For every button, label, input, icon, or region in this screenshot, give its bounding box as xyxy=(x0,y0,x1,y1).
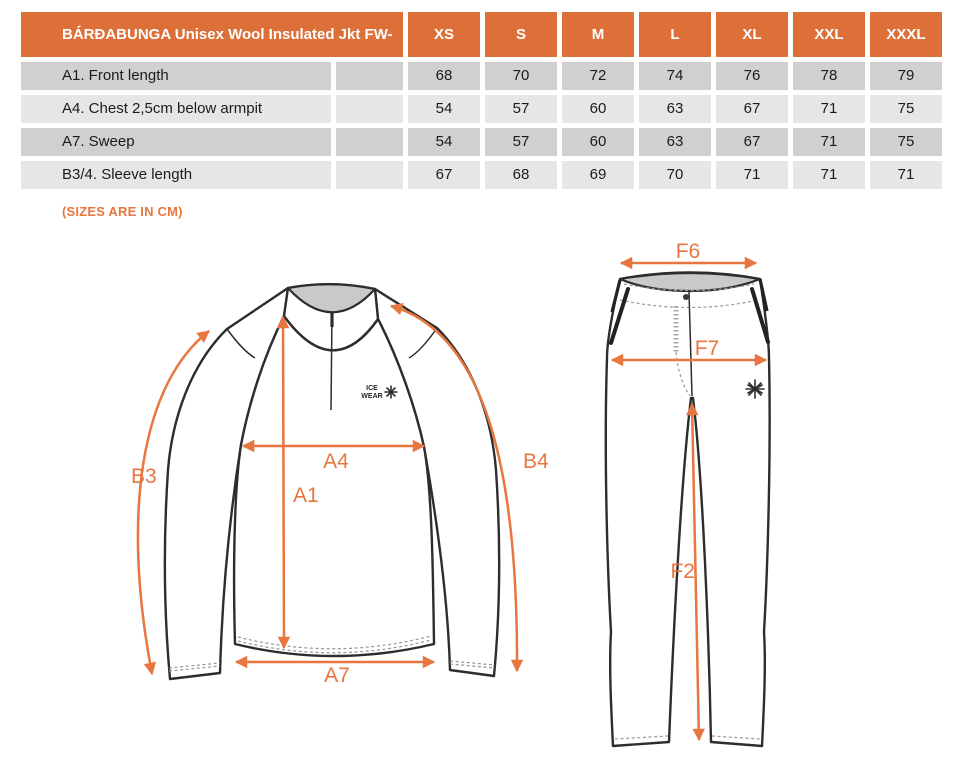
value-cell: 57 xyxy=(485,128,557,156)
row-label: A7. Sweep xyxy=(21,128,331,156)
size-table: BÁRÐABUNGA Unisex Wool Insulated Jkt FW-… xyxy=(21,12,942,189)
value-cell: 75 xyxy=(870,95,942,123)
value-cell: 68 xyxy=(485,161,557,189)
size-col-xl: XL xyxy=(716,12,788,57)
svg-text:ICE: ICE xyxy=(366,385,378,392)
value-cell: 67 xyxy=(716,95,788,123)
a7-label: A7 xyxy=(324,664,350,687)
right-hem-stitch xyxy=(711,735,761,740)
value-cell: 71 xyxy=(793,161,865,189)
value-cell: 76 xyxy=(716,62,788,90)
spacer-cell xyxy=(336,161,403,189)
value-cell: 60 xyxy=(562,95,634,123)
size-col-xs: XS xyxy=(408,12,480,57)
waist-opening xyxy=(618,271,762,293)
f2-label: F2 xyxy=(670,560,695,583)
size-col-m: M xyxy=(562,12,634,57)
center-front-line xyxy=(688,291,693,397)
pants-diagram: F6 F7 F2 xyxy=(604,240,771,748)
spacer-cell xyxy=(336,128,403,156)
a4-label: A4 xyxy=(323,450,349,473)
waist-button xyxy=(683,294,689,300)
value-cell: 70 xyxy=(639,161,711,189)
value-cell: 79 xyxy=(870,62,942,90)
row-label: B3/4. Sleeve length xyxy=(21,161,331,189)
f2-arrow xyxy=(685,402,706,742)
units-note: (SIZES ARE IN CM) xyxy=(62,204,183,219)
b3-label: B3 xyxy=(131,465,157,488)
value-cell: 57 xyxy=(485,95,557,123)
value-cell: 63 xyxy=(639,95,711,123)
a1-label: A1 xyxy=(293,484,319,507)
pants-outline xyxy=(604,271,771,748)
value-cell: 60 xyxy=(562,128,634,156)
f6-label: F6 xyxy=(676,240,701,263)
size-col-s: S xyxy=(485,12,557,57)
a1-arrow xyxy=(276,315,291,650)
value-cell: 78 xyxy=(793,62,865,90)
b3-arrow xyxy=(136,330,210,676)
pants-snowflake-icon xyxy=(745,379,765,399)
value-cell: 69 xyxy=(562,161,634,189)
value-cell: 54 xyxy=(408,95,480,123)
logo-snowflake-icon xyxy=(384,385,398,399)
size-col-xxxl: XXXL xyxy=(870,12,942,57)
jacket-diagram: ICE WEAR A4 A1 A7 B3 B4 xyxy=(131,283,549,687)
value-cell: 68 xyxy=(408,62,480,90)
row-label: A1. Front length xyxy=(21,62,331,90)
waist-corner xyxy=(758,278,769,312)
value-cell: 70 xyxy=(485,62,557,90)
row-label: A4. Chest 2,5cm below armpit xyxy=(21,95,331,123)
value-cell: 75 xyxy=(870,128,942,156)
f7-label: F7 xyxy=(695,337,720,360)
value-cell: 67 xyxy=(716,128,788,156)
left-pocket xyxy=(609,287,630,345)
right-pocket xyxy=(750,287,770,344)
spacer-cell xyxy=(336,62,403,90)
size-col-xxl: XXL xyxy=(793,12,865,57)
left-shoulder-seam xyxy=(226,328,256,359)
b4-arrow xyxy=(389,303,524,673)
b4-label: B4 xyxy=(523,450,549,473)
value-cell: 74 xyxy=(639,62,711,90)
value-cell: 67 xyxy=(408,161,480,189)
value-cell: 71 xyxy=(716,161,788,189)
value-cell: 71 xyxy=(793,128,865,156)
zipper-line xyxy=(330,311,333,411)
waist-corner xyxy=(610,279,622,313)
value-cell: 63 xyxy=(639,128,711,156)
table-title: BÁRÐABUNGA Unisex Wool Insulated Jkt FW-… xyxy=(21,12,403,88)
value-cell: 71 xyxy=(870,161,942,189)
jacket-collar-opening xyxy=(286,283,377,314)
value-cell: 71 xyxy=(793,95,865,123)
spacer-cell xyxy=(336,95,403,123)
value-cell: 72 xyxy=(562,62,634,90)
value-cell: 54 xyxy=(408,128,480,156)
size-col-l: L xyxy=(639,12,711,57)
svg-text:WEAR: WEAR xyxy=(361,393,382,400)
